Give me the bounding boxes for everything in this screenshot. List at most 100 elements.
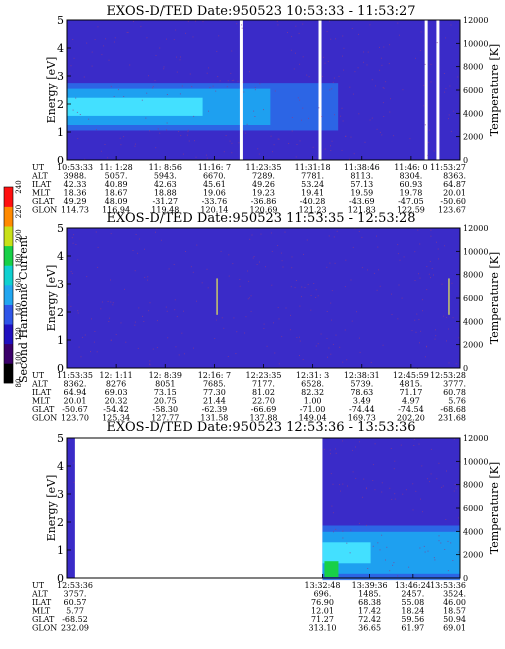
ephemeris-value: 18.57 [443, 607, 466, 616]
noise-speck [93, 341, 95, 343]
noise-speck [196, 244, 198, 246]
ephemeris-value: 8362. [64, 380, 87, 389]
ephemeris-row-label: ILAT [32, 180, 52, 189]
noise-speck [338, 75, 340, 77]
noise-speck [285, 307, 287, 309]
noise-speck [361, 236, 363, 238]
ephemeris-value: 12:16: 7 [198, 371, 231, 380]
noise-speck [303, 253, 304, 255]
noise-speck [138, 307, 140, 309]
noise-speck [352, 93, 354, 95]
noise-speck [133, 21, 134, 22]
noise-speck [266, 345, 268, 347]
noise-speck [281, 336, 283, 338]
noise-speck [366, 488, 368, 490]
noise-speck [148, 310, 150, 312]
noise-speck [296, 144, 298, 145]
noise-speck [72, 39, 74, 40]
noise-speck [315, 297, 317, 298]
noise-speck [73, 481, 75, 483]
noise-speck [256, 264, 258, 265]
noise-speck [328, 235, 330, 237]
noise-speck [334, 448, 336, 450]
ephemeris-value: 48.09 [105, 197, 128, 206]
noise-speck [110, 279, 111, 281]
y-right-tick-label: 12000 [463, 434, 488, 443]
noise-speck [422, 299, 423, 301]
noise-speck [457, 76, 459, 78]
noise-speck [381, 491, 383, 493]
colorbar-cell [4, 343, 13, 364]
noise-speck [433, 150, 435, 152]
y-right-tick-label: 10000 [463, 457, 488, 466]
colorbar-cell [4, 206, 13, 227]
noise-speck [220, 250, 222, 252]
noise-speck [278, 318, 280, 320]
noise-speck [331, 319, 333, 321]
ephemeris-value: 64.94 [64, 388, 87, 397]
ephemeris-value: 5.77 [66, 607, 84, 616]
noise-speck [149, 364, 151, 366]
noise-speck [317, 343, 319, 345]
noise-speck [245, 132, 247, 134]
noise-speck [176, 316, 178, 318]
noise-speck [379, 549, 381, 551]
ephemeris-value: 8113. [350, 172, 373, 181]
noise-speck [223, 327, 225, 329]
noise-speck [346, 542, 348, 544]
noise-speck [91, 51, 93, 53]
ephemeris-value: 60.78 [443, 388, 466, 397]
noise-speck [175, 346, 177, 348]
ephemeris-value: 19.59 [350, 189, 373, 198]
noise-speck [181, 85, 183, 87]
ephemeris-value: -62.39 [202, 405, 228, 414]
ephemeris-value: 21.44 [203, 397, 226, 406]
ephemeris-value: 119.48 [151, 206, 179, 215]
noise-speck [75, 97, 77, 99]
ephemeris-value: 3988. [64, 172, 87, 181]
noise-speck [179, 59, 181, 61]
noise-speck [326, 266, 328, 268]
noise-speck [231, 50, 233, 52]
noise-speck [389, 111, 391, 113]
ephemeris-value: -33.76 [202, 197, 228, 206]
ephemeris-value: 7289. [252, 172, 275, 181]
noise-speck [299, 340, 301, 342]
noise-speck [299, 99, 301, 101]
noise-speck [94, 39, 96, 41]
noise-speck [358, 230, 360, 232]
noise-speck [86, 276, 88, 278]
panel-3-title: EXOS-D/TED Date:950523 12:53:36 - 13:53:… [106, 420, 415, 435]
noise-speck [332, 81, 334, 83]
ephemeris-value: 1.00 [304, 397, 322, 406]
noise-speck [346, 359, 348, 361]
panel-3-plot-area [66, 437, 461, 581]
noise-speck [110, 301, 112, 303]
noise-speck [291, 117, 293, 118]
ephemeris-value: 3.49 [353, 397, 371, 406]
y-right-tick-label: 0 [463, 574, 468, 583]
noise-speck [123, 96, 125, 97]
ephemeris-row-label: GLON [32, 624, 57, 633]
noise-speck [192, 36, 194, 38]
colorbar-cell [4, 324, 13, 345]
noise-speck [334, 262, 336, 264]
noise-speck [423, 545, 425, 547]
noise-speck [270, 135, 272, 137]
ephemeris-value: 19.78 [399, 189, 422, 198]
noise-speck [373, 272, 375, 274]
noise-speck [339, 346, 341, 348]
noise-speck [77, 312, 79, 314]
noise-speck [427, 154, 429, 156]
noise-speck [107, 157, 109, 159]
noise-speck [430, 229, 432, 231]
noise-speck [287, 32, 288, 33]
colorbar-tick-label: 220 [15, 205, 23, 218]
noise-speck [77, 259, 79, 261]
ephemeris-value: 137.88 [250, 414, 278, 423]
noise-speck [68, 510, 70, 512]
ephemeris-value: 13:53:36 [430, 581, 466, 590]
noise-speck [75, 244, 77, 245]
noise-speck [414, 251, 416, 253]
noise-speck [424, 551, 426, 553]
